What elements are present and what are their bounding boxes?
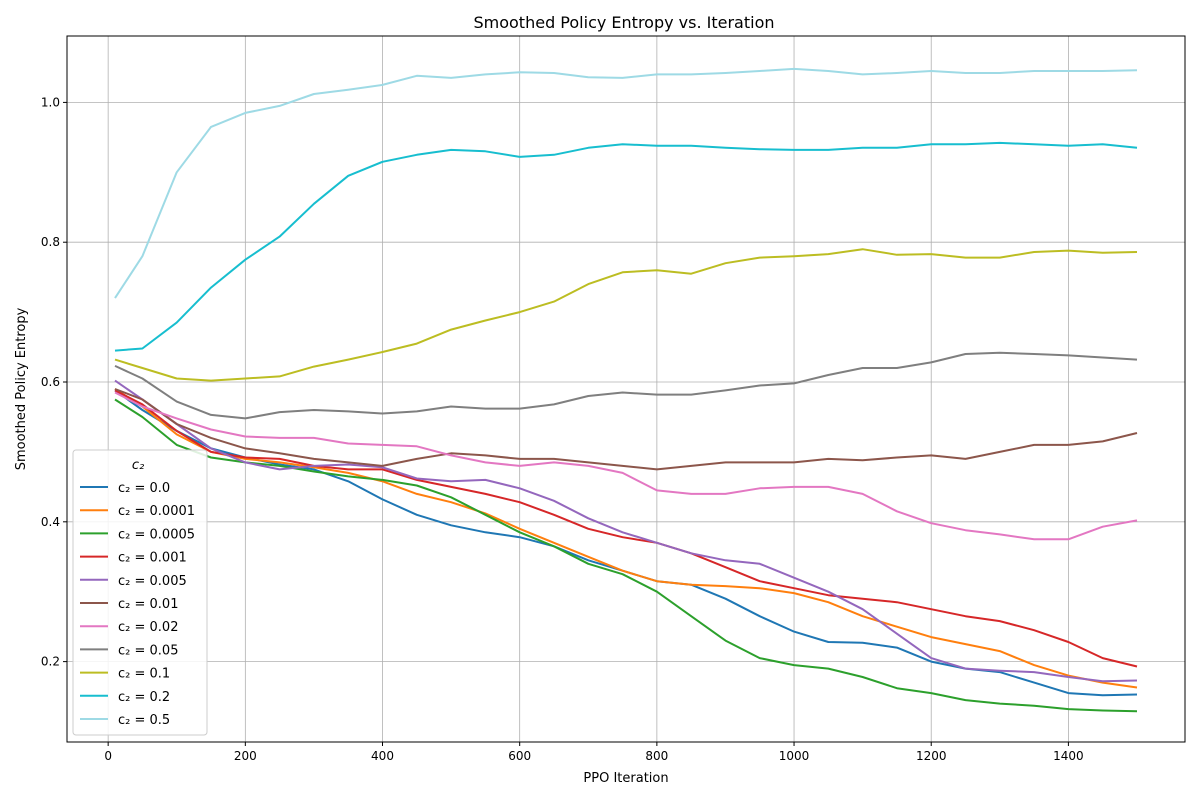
x-tick-label: 800: [645, 749, 668, 763]
series-line-1: [114, 388, 1138, 689]
x-tick-label: 0: [104, 749, 112, 763]
legend-frame: [72, 449, 208, 736]
x-tick-label: 200: [234, 749, 257, 763]
y-tick-label: 0.8: [41, 235, 60, 249]
legend: c₂ c₂ = 0.0 c₂ = 0.0001 c₂ = 0.0005 c₂ = 0.…: [72, 449, 208, 736]
x-tick-label: 1400: [1053, 749, 1084, 763]
chart-title: Smoothed Policy Entropy vs. Iteration: [473, 13, 774, 32]
legend-label-6: c₂ = 0.02: [118, 620, 178, 635]
y-tick-label: 0.2: [41, 655, 60, 669]
series-line-9: [114, 141, 1138, 352]
series-line-5: [114, 388, 1138, 471]
series-line-10: [114, 67, 1138, 299]
legend-label-7: c₂ = 0.05: [118, 643, 178, 658]
plot-area-frame: [66, 35, 1186, 743]
series-line-8: [114, 248, 1138, 382]
series-line-7: [114, 351, 1138, 420]
tick-layer: 0 200 400 600 800 1000 1200 1400 0.2 0.4 0.6 0.8 1.0: [41, 95, 1084, 763]
series-line-2: [114, 398, 1138, 713]
series-layer: [114, 67, 1138, 713]
y-axis-label: Smoothed Policy Entropy: [14, 307, 29, 470]
legend-label-0: c₂ = 0.0: [118, 481, 170, 496]
x-tick-label: 600: [508, 749, 531, 763]
x-tick-label: 400: [371, 749, 394, 763]
legend-label-4: c₂ = 0.005: [118, 574, 187, 589]
legend-label-10: c₂ = 0.5: [118, 713, 170, 728]
series-line-3: [114, 389, 1138, 668]
legend-label-1: c₂ = 0.0001: [118, 504, 195, 519]
x-tick-label: 1000: [779, 749, 810, 763]
legend-label-8: c₂ = 0.1: [118, 667, 170, 682]
series-line-6: [114, 391, 1138, 541]
legend-label-2: c₂ = 0.0005: [118, 527, 195, 542]
legend-label-5: c₂ = 0.01: [118, 597, 178, 612]
y-tick-label: 0.6: [41, 375, 60, 389]
series-line-4: [114, 379, 1138, 683]
legend-title: c₂: [132, 458, 144, 473]
y-tick-label: 0.4: [41, 515, 60, 529]
grid-layer: [67, 36, 1185, 742]
y-tick-label: 1.0: [41, 95, 60, 109]
x-axis-label: PPO Iteration: [583, 771, 668, 786]
legend-label-9: c₂ = 0.2: [118, 690, 170, 705]
legend-label-3: c₂ = 0.001: [118, 551, 187, 566]
x-tick-label: 1200: [916, 749, 947, 763]
